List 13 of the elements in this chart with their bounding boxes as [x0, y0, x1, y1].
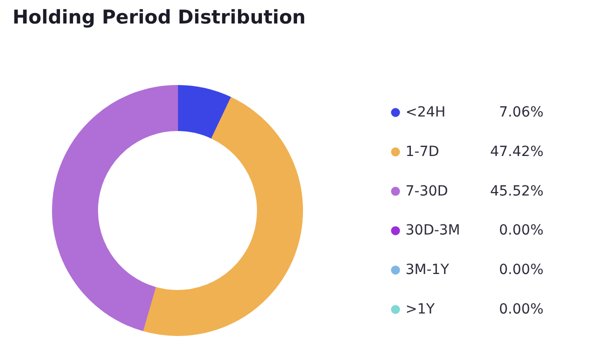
text: 0.00%	[499, 302, 544, 318]
data-label: 47.42%	[490, 144, 544, 160]
legend-label: >1Y	[406, 302, 436, 318]
legend-label: 30D-3M	[406, 222, 460, 239]
legend-label: 3M-1Y	[406, 262, 450, 278]
chart-title: Holding Period Distribution	[12, 6, 306, 28]
text: 0.00%	[499, 222, 544, 239]
data-label: 45.52%	[490, 183, 544, 200]
legend-label: 1-7D	[406, 144, 440, 160]
legend-label: 7-30D	[406, 183, 448, 200]
text: 0.00%	[499, 262, 544, 278]
legend-label: <24H	[406, 104, 446, 120]
data-label: 7.06%	[499, 104, 544, 120]
